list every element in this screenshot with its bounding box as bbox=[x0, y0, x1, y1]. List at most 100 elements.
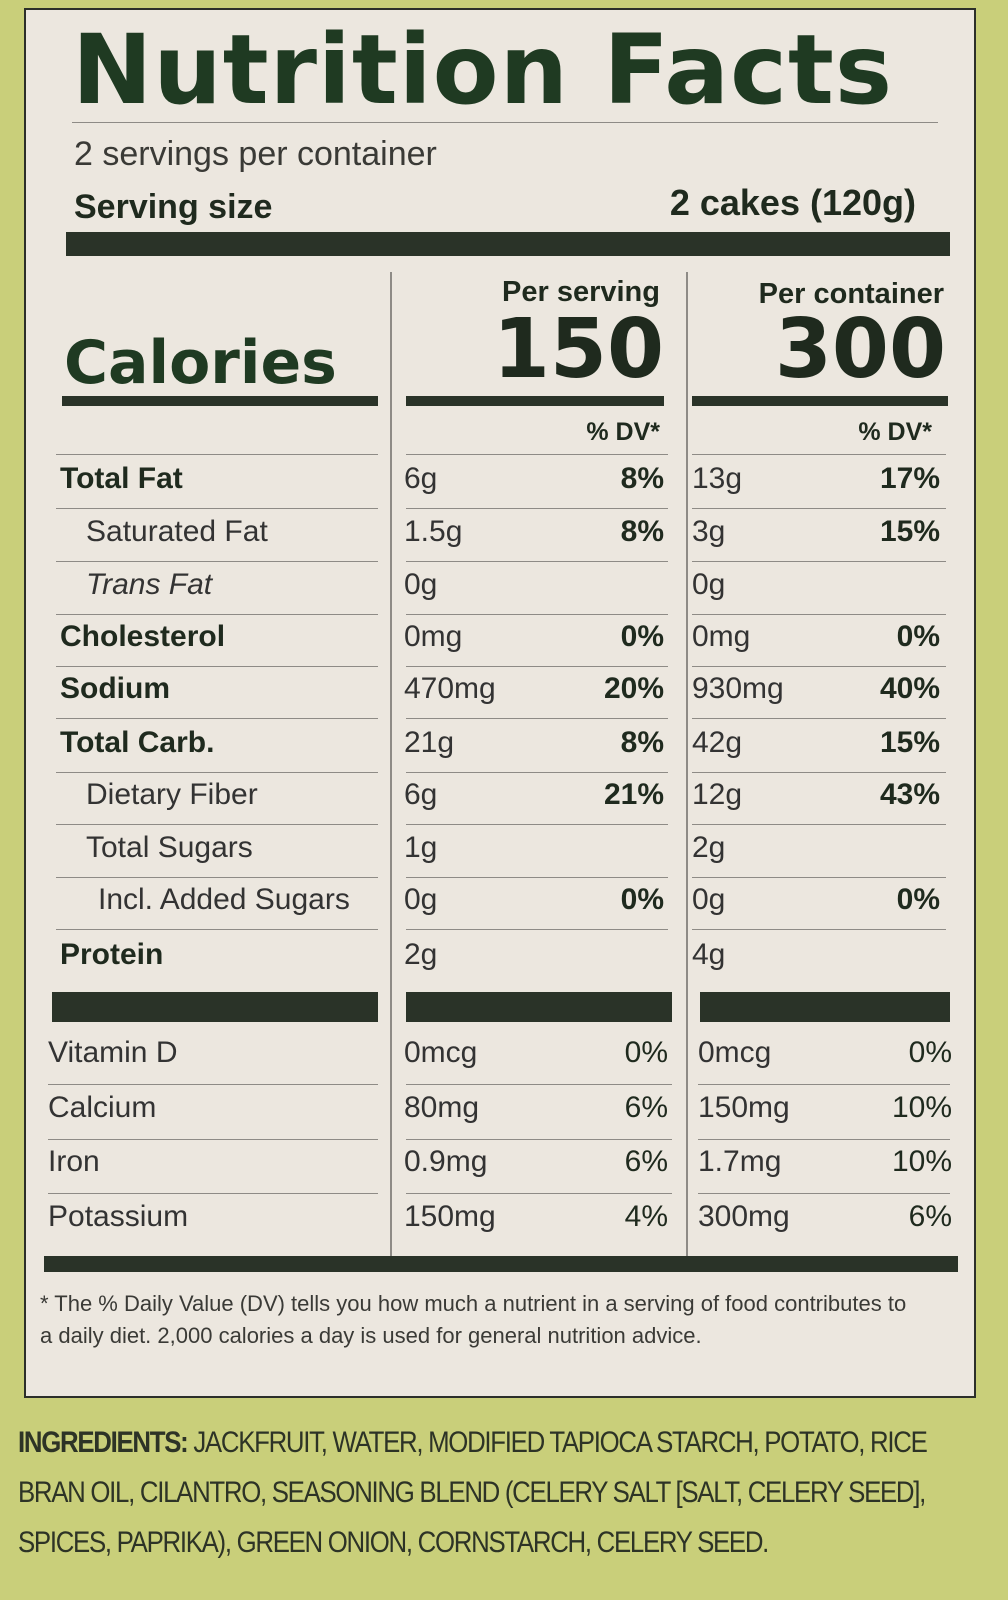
row-divider bbox=[692, 929, 946, 930]
vitamin-name: Potassium bbox=[48, 1200, 189, 1233]
row-divider bbox=[692, 508, 946, 509]
vitamin-serving-dv: 0% bbox=[624, 1036, 668, 1069]
vitamin-container-dv: 0% bbox=[908, 1036, 952, 1069]
row-divider bbox=[406, 824, 668, 825]
serving-dv: 20% bbox=[603, 672, 664, 705]
vitamin-serving-dv: 4% bbox=[624, 1200, 668, 1233]
nutrient-name: Incl. Added Sugars bbox=[98, 883, 350, 916]
row-divider bbox=[48, 1193, 378, 1194]
per-container-header: Per container bbox=[758, 278, 944, 310]
vitamin-serving-amount: 0.9mg bbox=[404, 1145, 488, 1178]
vitamin-container-amount: 0mcg bbox=[698, 1036, 772, 1069]
calories-per-serving: 150 bbox=[492, 302, 664, 397]
vitamin-serving-dv: 6% bbox=[624, 1145, 668, 1178]
row-divider bbox=[48, 1084, 378, 1085]
serving-size-value: 2 cakes (120g) bbox=[669, 182, 916, 223]
dv-header-container: % DV* bbox=[858, 418, 932, 446]
row-divider bbox=[56, 454, 378, 455]
container-amount: 3g bbox=[692, 515, 726, 548]
dv-footnote: * The % Daily Value (DV) tells you how m… bbox=[40, 1291, 907, 1348]
serving-amount: 1.5g bbox=[404, 515, 463, 548]
row-divider bbox=[406, 1084, 672, 1085]
nutrition-facts-label: Nutrition Facts 2 servings per container… bbox=[24, 8, 976, 1398]
calories-label: Calories bbox=[64, 328, 337, 398]
serving-amount: 0g bbox=[404, 568, 438, 601]
nutrient-name: Cholesterol bbox=[60, 620, 226, 653]
row-divider bbox=[692, 772, 946, 773]
serving-dv: 8% bbox=[620, 515, 664, 548]
nutrient-name: Total Fat bbox=[60, 462, 183, 495]
nutrient-name: Total Carb. bbox=[60, 726, 215, 759]
container-dv: 15% bbox=[879, 515, 940, 548]
container-amount: 12g bbox=[692, 778, 743, 811]
nutrient-name: Dietary Fiber bbox=[86, 778, 258, 811]
container-amount: 0g bbox=[692, 568, 726, 601]
row-divider bbox=[56, 772, 378, 773]
bottom-thick-bar bbox=[44, 1256, 958, 1272]
vitamin-container-dv: 10% bbox=[891, 1091, 952, 1124]
row-divider bbox=[406, 877, 668, 878]
serving-amount: 1g bbox=[404, 831, 438, 864]
serving-thick-bar bbox=[66, 232, 950, 256]
row-divider bbox=[692, 718, 946, 719]
vitamin-serving-amount: 0mcg bbox=[404, 1036, 478, 1069]
serving-dv: 8% bbox=[620, 462, 664, 495]
calories-bar-3 bbox=[692, 396, 948, 406]
serving-amount: 21g bbox=[404, 726, 455, 759]
row-divider bbox=[406, 508, 668, 509]
serving-amount: 470mg bbox=[404, 672, 496, 705]
row-divider bbox=[692, 561, 946, 562]
row-divider bbox=[406, 772, 668, 773]
dv-header-serving: % DV* bbox=[586, 418, 660, 446]
container-amount: 0g bbox=[692, 883, 726, 916]
serving-amount: 2g bbox=[404, 938, 438, 971]
container-amount: 930mg bbox=[692, 672, 784, 705]
container-dv: 0% bbox=[896, 620, 940, 653]
container-dv: 0% bbox=[896, 883, 940, 916]
row-divider bbox=[406, 1193, 672, 1194]
row-divider bbox=[56, 877, 378, 878]
row-divider bbox=[48, 1139, 378, 1140]
row-divider bbox=[56, 666, 378, 667]
vitamin-serving-amount: 150mg bbox=[404, 1200, 496, 1233]
vitamin-name: Vitamin D bbox=[48, 1036, 178, 1069]
nutrient-name: Protein bbox=[60, 938, 164, 971]
vitamin-bar-1 bbox=[52, 992, 378, 1022]
row-divider bbox=[406, 929, 668, 930]
serving-dv: 0% bbox=[620, 883, 664, 916]
row-divider bbox=[406, 1139, 672, 1140]
row-divider bbox=[406, 614, 668, 615]
nutrient-name: Saturated Fat bbox=[86, 515, 268, 548]
row-divider bbox=[692, 454, 946, 455]
row-divider bbox=[698, 1084, 950, 1085]
vitamin-serving-dv: 6% bbox=[624, 1091, 668, 1124]
serving-amount: 6g bbox=[404, 462, 438, 495]
container-amount: 4g bbox=[692, 938, 726, 971]
container-dv: 17% bbox=[879, 462, 940, 495]
container-amount: 13g bbox=[692, 462, 743, 495]
vitamin-container-amount: 300mg bbox=[698, 1200, 790, 1233]
row-divider bbox=[692, 614, 946, 615]
ingredients-label: INGREDIENTS: bbox=[18, 1426, 189, 1459]
vitamin-container-dv: 6% bbox=[908, 1200, 952, 1233]
serving-size-label: Serving size bbox=[74, 188, 273, 226]
calories-bar-2 bbox=[406, 396, 664, 406]
row-divider bbox=[406, 666, 668, 667]
calories-bar-1 bbox=[62, 396, 378, 406]
title-divider bbox=[72, 122, 938, 123]
vitamin-name: Iron bbox=[48, 1145, 100, 1178]
row-divider bbox=[692, 666, 946, 667]
row-divider bbox=[692, 824, 946, 825]
serving-amount: 6g bbox=[404, 778, 438, 811]
row-divider bbox=[56, 561, 378, 562]
serving-dv: 8% bbox=[620, 726, 664, 759]
row-divider bbox=[698, 1193, 950, 1194]
vitamin-bar-2 bbox=[406, 992, 672, 1022]
container-amount: 0mg bbox=[692, 620, 751, 653]
calories-per-container: 300 bbox=[774, 302, 946, 397]
serving-dv: 0% bbox=[620, 620, 664, 653]
column-divider-1 bbox=[390, 272, 392, 1272]
serving-dv: 21% bbox=[603, 778, 664, 811]
serving-amount: 0g bbox=[404, 883, 438, 916]
row-divider bbox=[406, 454, 668, 455]
